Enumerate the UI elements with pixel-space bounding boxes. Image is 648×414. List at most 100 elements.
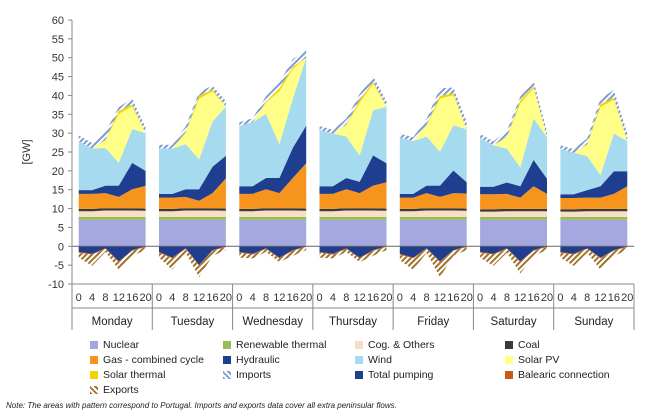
x-tick-label: 0 <box>76 292 82 304</box>
x-tick-label: 12 <box>193 292 205 304</box>
x-tick-label: 20 <box>220 292 232 304</box>
legend-item-exports: Exports <box>90 384 139 396</box>
x-tick-label: 8 <box>504 292 510 304</box>
area-nuclear-wednesday <box>239 219 307 247</box>
x-tick-label: 0 <box>236 292 242 304</box>
x-tick-label: 12 <box>514 292 526 304</box>
legend-swatch <box>223 341 231 349</box>
area-coal-friday <box>399 208 467 212</box>
legend-item-gas-combined-cycle: Gas - combined cycle <box>90 354 204 366</box>
area-solar-pv-sunday <box>560 99 628 175</box>
area-nuclear-friday <box>399 219 467 247</box>
y-tick-label: 20 <box>52 166 64 178</box>
x-tick-label: 0 <box>557 292 563 304</box>
x-tick-label: 20 <box>139 292 151 304</box>
area-coal-sunday <box>560 208 628 212</box>
y-tick-label: 40 <box>52 90 64 102</box>
legend-swatch <box>90 371 98 379</box>
x-tick-label: 16 <box>287 292 299 304</box>
area-wind-wednesday <box>239 57 307 187</box>
area-solar-pv-friday <box>399 95 467 152</box>
area-exports-wednesday <box>239 247 307 263</box>
area-renewable-thermal-saturday <box>480 216 547 220</box>
x-tick-label: 0 <box>397 292 403 304</box>
area-wind-thursday <box>319 106 387 187</box>
legend-swatch <box>90 341 98 349</box>
area-balearic-connection-saturday <box>480 246 547 263</box>
legend-item-coal: Coal <box>505 339 540 351</box>
area-hydraulic-sunday <box>560 171 628 198</box>
legend-swatch <box>90 386 98 394</box>
legend-label: Solar PV <box>518 354 560 366</box>
area-renewable-thermal-monday <box>78 216 146 220</box>
legend-item-renewable-thermal: Renewable thermal <box>223 339 326 351</box>
area-coal-tuesday <box>159 208 226 212</box>
legend-swatch <box>355 341 363 349</box>
area-nuclear-tuesday <box>159 219 226 247</box>
legend-item-imports: Imports <box>223 369 271 381</box>
area-total-pumping-thursday <box>319 246 387 258</box>
area-coal-saturday <box>480 208 547 212</box>
day-label: Sunday <box>574 316 613 328</box>
area-coal-thursday <box>319 208 387 212</box>
area-hydraulic-wednesday <box>239 125 307 194</box>
area-total-pumping-friday <box>399 246 467 262</box>
legend-item-hydraulic: Hydraulic <box>223 354 280 366</box>
area-gas-combined-cycle-tuesday <box>159 178 226 209</box>
area-renewable-thermal-thursday <box>319 216 387 220</box>
legend-item-wind: Wind <box>355 354 392 366</box>
x-tick-label: 0 <box>316 292 322 304</box>
x-tick-label: 12 <box>354 292 366 304</box>
area-coal-monday <box>78 208 146 212</box>
x-tick-label: 4 <box>330 292 336 304</box>
day-label: Friday <box>417 316 449 328</box>
area-hydraulic-tuesday <box>159 155 226 201</box>
area-wind-monday <box>78 129 146 191</box>
legend-label: Hydraulic <box>236 354 280 366</box>
area-hydraulic-friday <box>399 170 467 198</box>
area-solar-thermal-monday <box>78 104 146 149</box>
x-tick-label: 16 <box>126 292 138 304</box>
x-tick-label: 8 <box>424 292 430 304</box>
area-cog-others-thursday <box>319 210 387 217</box>
area-wind-friday <box>399 125 467 194</box>
legend-item-balearic-connection: Balearic connection <box>505 369 610 381</box>
area-imports-wednesday <box>239 50 307 127</box>
area-imports-friday <box>399 87 467 142</box>
area-renewable-thermal-friday <box>399 216 467 220</box>
y-tick-label: 55 <box>52 34 64 46</box>
area-hydraulic-thursday <box>319 155 387 194</box>
legend-item-cog-others: Cog. & Others <box>355 339 435 351</box>
chart-note: Note: The areas with pattern correspond … <box>6 401 397 410</box>
x-tick-label: 8 <box>102 292 108 304</box>
area-exports-sunday <box>560 247 628 270</box>
y-tick-label: 15 <box>52 185 64 197</box>
legend-swatch <box>355 356 363 364</box>
area-nuclear-monday <box>78 219 146 247</box>
x-tick-label: 20 <box>541 292 553 304</box>
area-gas-combined-cycle-wednesday <box>239 163 307 209</box>
area-gas-combined-cycle-thursday <box>319 182 387 209</box>
area-gas-combined-cycle-monday <box>78 185 146 209</box>
x-tick-label: 4 <box>250 292 256 304</box>
area-nuclear-sunday <box>560 219 628 247</box>
x-tick-label: 4 <box>89 292 95 304</box>
legend-label: Cog. & Others <box>368 339 435 351</box>
area-gas-combined-cycle-friday <box>399 193 467 209</box>
area-cog-others-friday <box>399 210 467 217</box>
area-solar-pv-wednesday <box>239 57 307 145</box>
x-tick-label: 12 <box>273 292 285 304</box>
legend-label: Solar thermal <box>103 369 166 381</box>
x-tick-label: 16 <box>447 292 459 304</box>
area-hydraulic-monday <box>78 162 146 197</box>
y-tick-label: 0 <box>58 241 64 253</box>
x-tick-label: 0 <box>156 292 162 304</box>
x-tick-label: 16 <box>528 292 540 304</box>
area-solar-pv-tuesday <box>159 91 226 160</box>
area-solar-pv-monday <box>78 106 146 163</box>
legend-swatch <box>90 356 98 364</box>
area-cog-others-saturday <box>480 211 547 217</box>
area-wind-saturday <box>480 118 547 187</box>
legend-swatch <box>505 356 513 364</box>
